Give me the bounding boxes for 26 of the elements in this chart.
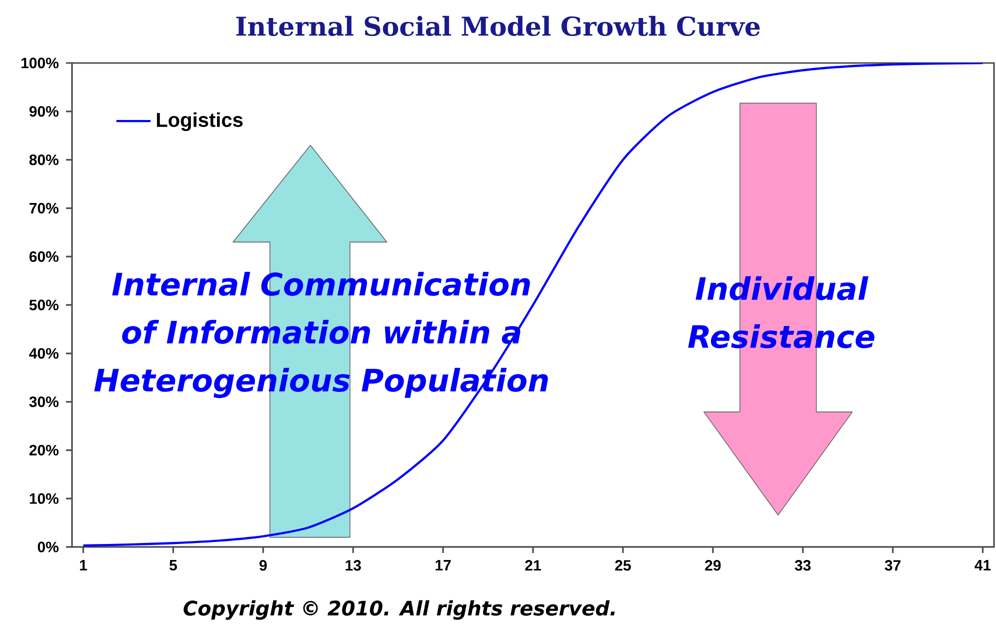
x-tick-label: 21 xyxy=(525,560,541,571)
x-tick-label: 25 xyxy=(615,560,631,571)
y-tick-label: 10% xyxy=(30,493,59,504)
y-tick-label: 50% xyxy=(29,300,59,310)
y-tick-label: 80% xyxy=(29,154,59,166)
line-series xyxy=(82,62,984,547)
y-tick-label: 40% xyxy=(29,348,59,359)
legend-label: Logistics xyxy=(156,112,243,132)
x-tick-label: 41 xyxy=(974,560,991,570)
x-tick-label: 29 xyxy=(705,560,721,571)
y-tick-label: 60% xyxy=(29,251,59,262)
x-tick-label: 1 xyxy=(80,560,88,570)
x-tick-label: 13 xyxy=(346,560,361,571)
chart-title: Internal Social Model Growth Curve xyxy=(236,16,760,36)
y-tick-label: 70% xyxy=(30,202,59,214)
x-tick-label: 33 xyxy=(794,560,811,571)
y-tick-label: 100% xyxy=(22,58,59,68)
x-tick-label: 9 xyxy=(260,560,267,571)
y-tick-label: 30% xyxy=(29,396,59,408)
x-tick-label: 37 xyxy=(884,560,900,571)
y-tick-label: 20% xyxy=(29,444,59,456)
x-tick-label: 17 xyxy=(436,560,451,570)
text: Copyright © 2010. All rights reserved. xyxy=(184,600,615,620)
y-tick-label: 90% xyxy=(29,106,59,117)
x-tick-label: 5 xyxy=(170,560,177,571)
y-tick-label: 0% xyxy=(38,542,59,552)
